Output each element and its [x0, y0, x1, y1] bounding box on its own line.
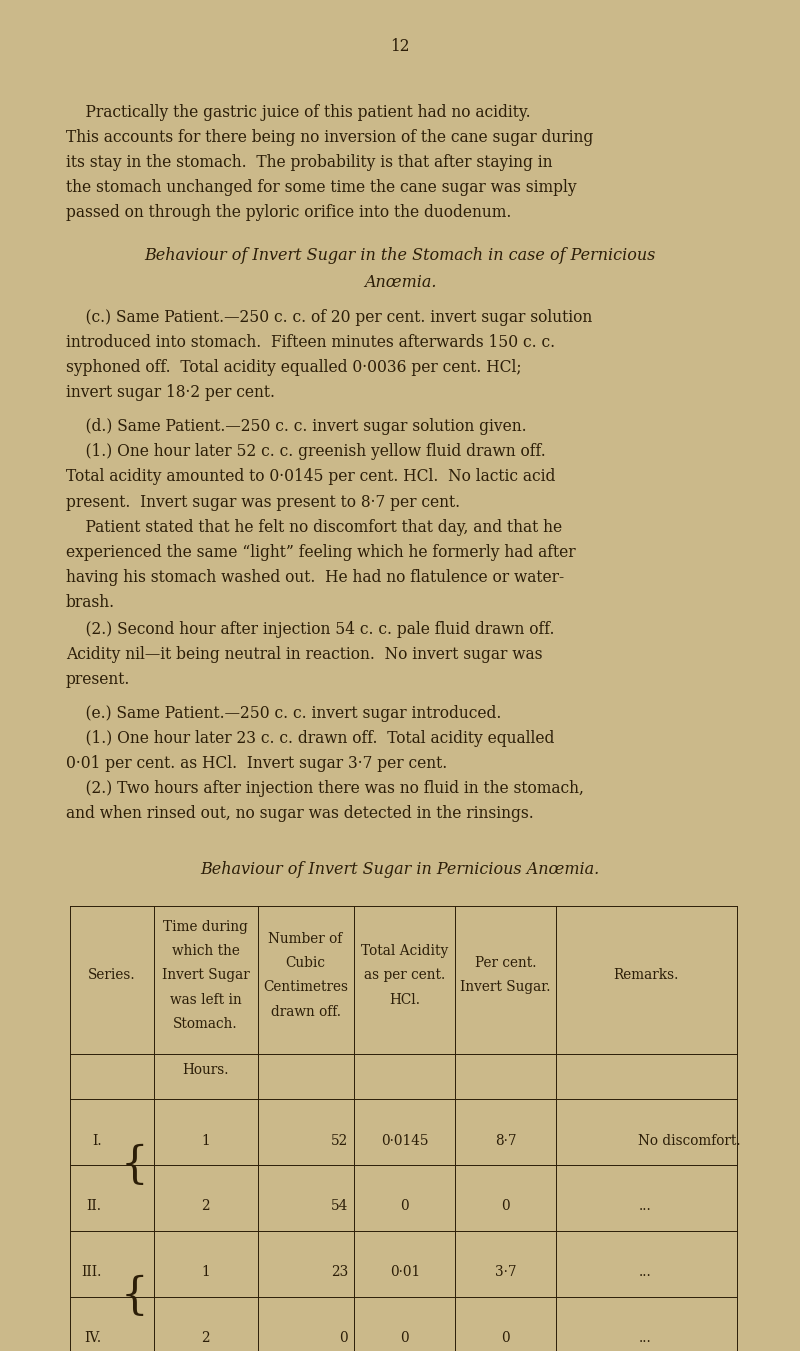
- Text: 23: 23: [330, 1265, 348, 1279]
- Text: Practically the gastric juice of this patient had no acidity.: Practically the gastric juice of this pa…: [66, 104, 530, 120]
- Text: syphoned off.  Total acidity equalled 0·0036 per cent. HCl;: syphoned off. Total acidity equalled 0·0…: [66, 359, 522, 376]
- Text: {: {: [121, 1144, 149, 1186]
- Text: Behaviour of Invert Sugar in Pernicious Anœmia.: Behaviour of Invert Sugar in Pernicious …: [200, 862, 600, 878]
- Text: 2: 2: [202, 1200, 210, 1213]
- Text: Centimetres: Centimetres: [263, 981, 348, 994]
- Text: (c.) Same Patient.—250 c. c. of 20 per cent. invert sugar solution: (c.) Same Patient.—250 c. c. of 20 per c…: [66, 309, 592, 326]
- Text: No discomfort.: No discomfort.: [638, 1133, 741, 1147]
- Text: I.: I.: [92, 1133, 102, 1147]
- Text: 52: 52: [330, 1133, 348, 1147]
- Text: 0·0145: 0·0145: [381, 1133, 429, 1147]
- Text: This accounts for there being no inversion of the cane sugar during: This accounts for there being no inversi…: [66, 128, 593, 146]
- Text: and when rinsed out, no sugar was detected in the rinsings.: and when rinsed out, no sugar was detect…: [66, 805, 534, 823]
- Text: brash.: brash.: [66, 593, 114, 611]
- Text: its stay in the stomach.  The probability is that after staying in: its stay in the stomach. The probability…: [66, 154, 552, 170]
- Text: Stomach.: Stomach.: [174, 1017, 238, 1031]
- Text: ...: ...: [638, 1331, 651, 1344]
- Text: HCl.: HCl.: [390, 993, 420, 1006]
- Text: Remarks.: Remarks.: [614, 969, 679, 982]
- Text: 0: 0: [502, 1200, 510, 1213]
- Text: ...: ...: [638, 1265, 651, 1279]
- Text: (1.) One hour later 23 c. c. drawn off.  Total acidity equalled: (1.) One hour later 23 c. c. drawn off. …: [66, 731, 554, 747]
- Text: drawn off.: drawn off.: [270, 1005, 341, 1019]
- Text: (e.) Same Patient.—250 c. c. invert sugar introduced.: (e.) Same Patient.—250 c. c. invert suga…: [66, 705, 501, 723]
- Text: was left in: was left in: [170, 993, 242, 1006]
- Text: the stomach unchanged for some time the cane sugar was simply: the stomach unchanged for some time the …: [66, 178, 576, 196]
- Text: IV.: IV.: [85, 1331, 102, 1344]
- Text: as per cent.: as per cent.: [364, 969, 446, 982]
- Text: present.: present.: [66, 671, 130, 688]
- Text: Anœmia.: Anœmia.: [364, 274, 436, 290]
- Text: having his stomach washed out.  He had no flatulence or water-: having his stomach washed out. He had no…: [66, 569, 564, 586]
- Text: Number of: Number of: [269, 932, 342, 946]
- Text: II.: II.: [86, 1200, 102, 1213]
- Text: which the: which the: [172, 944, 239, 958]
- Text: 0·01 per cent. as HCl.  Invert sugar 3·7 per cent.: 0·01 per cent. as HCl. Invert sugar 3·7 …: [66, 755, 447, 773]
- Text: Series.: Series.: [87, 969, 135, 982]
- Text: Total acidity amounted to 0·0145 per cent. HCl.  No lactic acid: Total acidity amounted to 0·0145 per cen…: [66, 469, 555, 485]
- Text: 0: 0: [339, 1331, 348, 1344]
- Text: passed on through the pyloric orifice into the duodenum.: passed on through the pyloric orifice in…: [66, 204, 511, 220]
- Text: Cubic: Cubic: [286, 957, 326, 970]
- Text: Per cent.: Per cent.: [475, 957, 536, 970]
- Text: {: {: [121, 1275, 149, 1319]
- Text: 1: 1: [202, 1265, 210, 1279]
- Text: invert sugar 18·2 per cent.: invert sugar 18·2 per cent.: [66, 384, 274, 401]
- Text: 1: 1: [202, 1133, 210, 1147]
- Text: 12: 12: [390, 38, 410, 55]
- Text: 3·7: 3·7: [495, 1265, 516, 1279]
- Text: 54: 54: [330, 1200, 348, 1213]
- Text: (1.) One hour later 52 c. c. greenish yellow fluid drawn off.: (1.) One hour later 52 c. c. greenish ye…: [66, 443, 546, 461]
- Text: 0: 0: [401, 1200, 409, 1213]
- Text: introduced into stomach.  Fifteen minutes afterwards 150 c. c.: introduced into stomach. Fifteen minutes…: [66, 334, 554, 351]
- Text: 8·7: 8·7: [495, 1133, 516, 1147]
- Text: Time during: Time during: [163, 920, 248, 934]
- Text: Total Acidity: Total Acidity: [361, 944, 449, 958]
- Text: Patient stated that he felt no discomfort that day, and that he: Patient stated that he felt no discomfor…: [66, 519, 562, 535]
- Text: Invert Sugar: Invert Sugar: [162, 969, 250, 982]
- Text: Acidity nil—it being neutral in reaction.  No invert sugar was: Acidity nil—it being neutral in reaction…: [66, 646, 542, 663]
- Text: Behaviour of Invert Sugar in the Stomach in case of Pernicious: Behaviour of Invert Sugar in the Stomach…: [144, 247, 656, 265]
- Text: ...: ...: [638, 1200, 651, 1213]
- Text: 0: 0: [502, 1331, 510, 1344]
- Text: 2: 2: [202, 1331, 210, 1344]
- Text: (d.) Same Patient.—250 c. c. invert sugar solution given.: (d.) Same Patient.—250 c. c. invert suga…: [66, 419, 526, 435]
- Text: 0: 0: [401, 1331, 409, 1344]
- Text: 0·01: 0·01: [390, 1265, 420, 1279]
- Text: experienced the same “light” feeling which he formerly had after: experienced the same “light” feeling whi…: [66, 543, 575, 561]
- Text: Hours.: Hours.: [182, 1062, 229, 1077]
- Text: present.  Invert sugar was present to 8·7 per cent.: present. Invert sugar was present to 8·7…: [66, 493, 460, 511]
- Text: III.: III.: [82, 1265, 102, 1279]
- Text: (2.) Second hour after injection 54 c. c. pale fluid drawn off.: (2.) Second hour after injection 54 c. c…: [66, 621, 554, 638]
- Text: (2.) Two hours after injection there was no fluid in the stomach,: (2.) Two hours after injection there was…: [66, 781, 583, 797]
- Text: Invert Sugar.: Invert Sugar.: [460, 981, 551, 994]
